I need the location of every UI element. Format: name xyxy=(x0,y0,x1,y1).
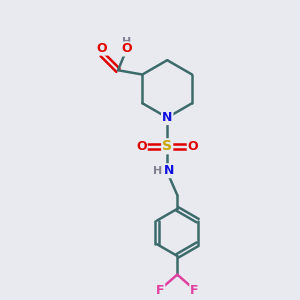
Text: O: O xyxy=(121,43,132,56)
Text: H: H xyxy=(122,37,131,46)
Text: O: O xyxy=(97,42,107,55)
Text: O: O xyxy=(136,140,147,153)
Text: F: F xyxy=(156,284,164,297)
Text: O: O xyxy=(188,140,198,153)
Text: F: F xyxy=(190,284,199,297)
Text: N: N xyxy=(164,164,174,177)
Text: S: S xyxy=(162,139,172,153)
Text: N: N xyxy=(162,111,172,124)
Text: H: H xyxy=(153,166,163,176)
